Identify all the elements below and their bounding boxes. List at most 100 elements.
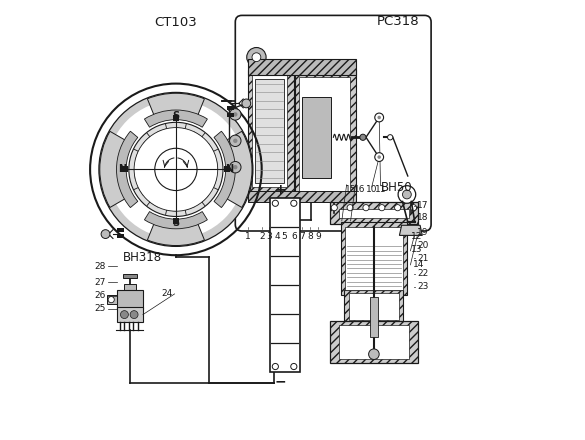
Text: 7: 7 — [300, 232, 305, 241]
Text: 19: 19 — [417, 228, 429, 237]
Text: 23: 23 — [417, 282, 428, 291]
Text: S: S — [173, 218, 180, 228]
Bar — [247, 191, 356, 202]
Bar — [345, 290, 404, 323]
Wedge shape — [147, 93, 204, 121]
Wedge shape — [144, 212, 207, 229]
Circle shape — [233, 112, 238, 117]
Bar — [228, 113, 235, 117]
Text: РС318: РС318 — [377, 15, 419, 28]
Text: +: + — [274, 183, 286, 197]
Bar — [107, 295, 116, 304]
Text: 6: 6 — [291, 232, 297, 241]
Bar — [295, 70, 356, 200]
Circle shape — [130, 311, 138, 319]
Bar — [228, 106, 235, 110]
Text: 12: 12 — [411, 232, 423, 241]
Bar — [247, 59, 356, 75]
Text: N: N — [118, 165, 126, 174]
Circle shape — [242, 99, 251, 108]
Circle shape — [101, 230, 110, 238]
Circle shape — [121, 311, 128, 319]
Text: 5: 5 — [282, 232, 287, 241]
Bar — [349, 293, 399, 320]
Circle shape — [377, 116, 381, 119]
Bar — [247, 70, 294, 194]
Text: 27: 27 — [94, 278, 105, 287]
Text: 8: 8 — [307, 232, 313, 241]
Text: 28: 28 — [94, 262, 105, 271]
Circle shape — [375, 113, 384, 122]
Circle shape — [108, 297, 114, 303]
Bar — [339, 209, 409, 218]
Circle shape — [229, 135, 241, 147]
Circle shape — [229, 161, 241, 173]
Bar — [118, 234, 125, 238]
Circle shape — [398, 186, 416, 203]
Circle shape — [360, 134, 366, 140]
Circle shape — [375, 153, 384, 161]
Text: 15: 15 — [345, 185, 357, 194]
Circle shape — [411, 205, 417, 211]
Bar — [345, 227, 402, 290]
Bar — [123, 284, 136, 292]
Text: 25: 25 — [94, 304, 105, 313]
Bar — [121, 166, 128, 172]
Bar — [116, 307, 143, 322]
Circle shape — [88, 81, 264, 257]
Wedge shape — [144, 110, 207, 127]
Circle shape — [378, 205, 385, 211]
Text: 21: 21 — [417, 254, 428, 263]
Polygon shape — [400, 225, 422, 235]
Circle shape — [369, 349, 379, 359]
Wedge shape — [214, 131, 235, 208]
Text: ВН50: ВН50 — [380, 181, 412, 194]
Bar — [116, 290, 143, 309]
Text: 2: 2 — [259, 232, 264, 241]
Bar — [341, 222, 407, 295]
Circle shape — [272, 363, 278, 370]
Text: 17: 17 — [417, 202, 429, 210]
Text: −: − — [274, 374, 286, 389]
Bar — [370, 297, 378, 337]
Text: СТ103: СТ103 — [154, 15, 197, 29]
Circle shape — [252, 53, 261, 62]
Text: S: S — [173, 111, 180, 121]
Bar — [173, 115, 179, 121]
Circle shape — [291, 200, 297, 206]
Text: 16: 16 — [354, 185, 366, 194]
Text: 26: 26 — [94, 291, 105, 300]
Circle shape — [99, 92, 253, 246]
Text: 24: 24 — [161, 290, 173, 298]
FancyBboxPatch shape — [235, 15, 431, 231]
Circle shape — [347, 205, 353, 211]
Bar — [330, 202, 418, 224]
Wedge shape — [147, 218, 204, 246]
Circle shape — [107, 100, 245, 238]
Text: 1: 1 — [245, 232, 250, 241]
Bar — [270, 198, 300, 372]
Wedge shape — [222, 131, 252, 208]
Text: N: N — [225, 165, 233, 174]
Circle shape — [233, 165, 238, 169]
Text: 9: 9 — [315, 232, 321, 241]
Text: 3: 3 — [266, 232, 272, 241]
Circle shape — [402, 190, 411, 199]
Circle shape — [377, 155, 381, 159]
Circle shape — [363, 205, 369, 211]
Wedge shape — [100, 131, 130, 208]
Text: 11: 11 — [375, 185, 386, 194]
Circle shape — [394, 205, 401, 211]
Text: 22: 22 — [417, 269, 428, 278]
Text: ВН318: ВН318 — [123, 251, 163, 264]
Text: 14: 14 — [412, 260, 424, 268]
Circle shape — [134, 128, 218, 211]
Circle shape — [272, 200, 278, 206]
Text: 10: 10 — [366, 185, 377, 194]
Bar — [252, 75, 287, 187]
Bar — [224, 166, 230, 172]
Circle shape — [247, 48, 266, 67]
Circle shape — [331, 205, 338, 211]
Circle shape — [129, 122, 223, 216]
Circle shape — [291, 363, 297, 370]
